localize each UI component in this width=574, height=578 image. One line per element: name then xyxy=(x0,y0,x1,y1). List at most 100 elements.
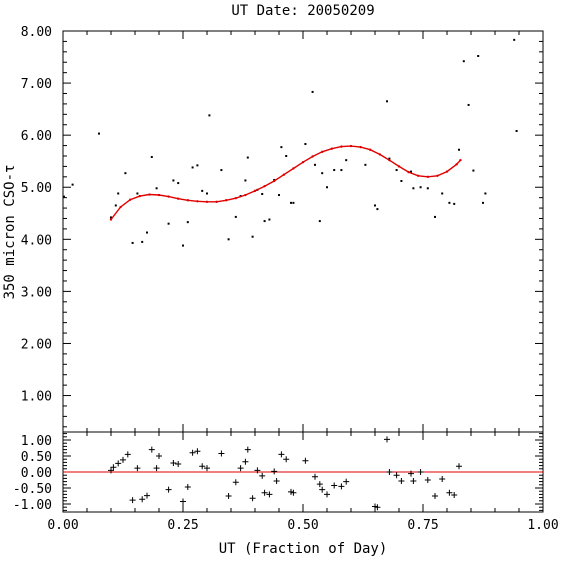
fit-point xyxy=(407,170,410,174)
data-point xyxy=(376,208,379,211)
fit-point xyxy=(119,205,122,209)
data-point xyxy=(326,186,328,189)
data-point xyxy=(345,159,348,162)
residual-point xyxy=(302,457,309,464)
residual-point xyxy=(451,492,458,499)
fit-point xyxy=(417,174,420,177)
fit-point xyxy=(359,145,362,149)
data-point xyxy=(285,154,288,157)
residual-point xyxy=(393,472,400,479)
residual-point xyxy=(134,465,141,472)
fit-point xyxy=(369,148,372,151)
data-point xyxy=(141,240,144,243)
y-tick-label: -0.50 xyxy=(13,482,52,497)
data-point xyxy=(419,186,422,189)
fit-point xyxy=(244,193,247,197)
data-point xyxy=(484,192,487,195)
residual-y-axis: 1.000.500.00-0.50-1.00 xyxy=(13,433,543,513)
fit-point xyxy=(186,199,189,202)
residual-point xyxy=(189,449,196,456)
residual-point xyxy=(273,477,280,484)
residual-point xyxy=(249,495,256,502)
fit-point xyxy=(129,198,132,201)
fit-point xyxy=(311,155,314,158)
y-tick-label: -1.00 xyxy=(13,498,52,513)
fit-point xyxy=(426,175,429,179)
residual-scatter-series xyxy=(108,436,462,511)
tau-y-axis: 1.00 2.00 3.00 4.00 5.00 6.00 7.00 8.00 xyxy=(21,25,543,428)
residual-point xyxy=(110,464,117,471)
data-point xyxy=(453,202,456,205)
fit-point xyxy=(436,174,439,177)
data-point xyxy=(278,194,280,197)
residual-point xyxy=(120,456,126,463)
tau-frame xyxy=(62,30,544,433)
data-point xyxy=(201,189,204,192)
data-point xyxy=(263,220,266,223)
data-point xyxy=(434,215,436,218)
data-point xyxy=(167,222,170,225)
residual-point xyxy=(343,478,350,485)
data-point xyxy=(292,201,295,204)
residual-point xyxy=(180,498,186,505)
residual-point xyxy=(410,477,417,484)
data-point xyxy=(400,179,403,182)
data-point xyxy=(131,241,134,244)
x-tick-label: 0.50 xyxy=(287,518,318,533)
residual-point xyxy=(324,491,330,498)
residual-point xyxy=(115,460,122,467)
y-tick-label: 5.00 xyxy=(21,181,52,196)
residual-point xyxy=(175,461,182,467)
residual-point xyxy=(446,489,453,496)
x-axis-tick-labels: 0.00 0.25 0.50 0.75 1.00 xyxy=(47,518,558,533)
residual-point xyxy=(237,465,244,472)
residual-point xyxy=(408,470,414,477)
residual-point xyxy=(283,456,290,463)
residual-point xyxy=(278,451,285,458)
residual-point xyxy=(139,496,146,503)
data-point xyxy=(311,90,314,93)
data-point xyxy=(150,156,153,159)
fit-point xyxy=(263,184,266,188)
data-point xyxy=(196,164,199,167)
fit-point xyxy=(282,173,285,176)
residual-point xyxy=(384,436,390,443)
data-point xyxy=(62,195,65,198)
residual-point xyxy=(244,446,251,453)
fit-point xyxy=(205,200,209,204)
data-point xyxy=(177,182,180,185)
data-point xyxy=(374,204,376,207)
y-tick-label: 2.00 xyxy=(21,337,52,352)
fit-point xyxy=(148,193,151,196)
data-point xyxy=(268,218,271,221)
y-tick-label: 4.00 xyxy=(21,233,52,248)
fit-point xyxy=(215,200,218,204)
residual-point xyxy=(374,504,381,511)
y-tick-label: 6.00 xyxy=(21,129,52,144)
residual-point xyxy=(331,482,338,489)
residual-point xyxy=(398,477,405,484)
y-axis-label: 350 micron CSO-τ xyxy=(2,165,18,300)
x-tick-label: 1.00 xyxy=(527,518,558,533)
fit-point xyxy=(301,161,305,164)
data-point xyxy=(410,170,412,173)
data-point xyxy=(146,231,148,234)
fit-point xyxy=(253,189,257,193)
data-point xyxy=(448,201,451,204)
fit-point xyxy=(273,179,276,183)
residual-point xyxy=(259,472,266,479)
fit-point xyxy=(340,145,343,148)
residual-point xyxy=(242,458,249,465)
data-point xyxy=(441,192,444,195)
data-point xyxy=(472,169,475,172)
residual-point xyxy=(424,477,431,483)
fit-curve xyxy=(110,145,461,220)
data-point xyxy=(227,238,230,241)
y-tick-label: 7.00 xyxy=(21,77,52,92)
fit-curve-points xyxy=(109,144,462,221)
data-point xyxy=(314,163,316,166)
data-point xyxy=(191,166,194,169)
residual-point xyxy=(432,493,438,499)
residual-point xyxy=(225,493,232,499)
data-point xyxy=(388,157,391,160)
